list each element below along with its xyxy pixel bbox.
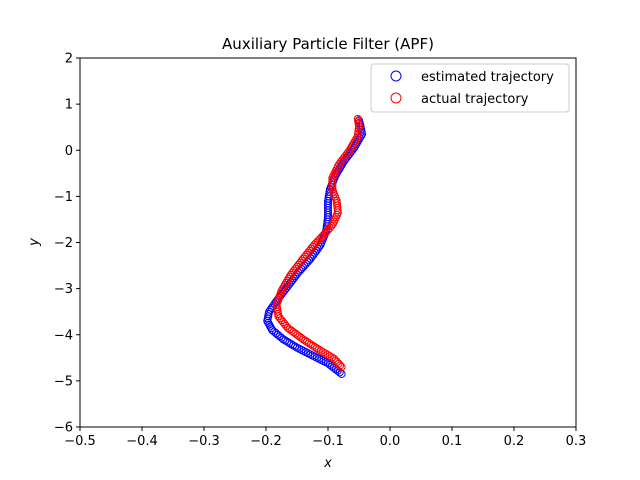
data-point — [291, 342, 300, 351]
data-point — [352, 134, 361, 143]
data-point — [282, 278, 291, 287]
data-point — [351, 141, 360, 150]
y-tick-label: −2 — [54, 236, 73, 251]
data-point — [312, 344, 321, 353]
data-point — [350, 138, 359, 147]
data-point — [352, 139, 361, 148]
data-point — [351, 136, 360, 145]
y-tick-label: −6 — [54, 421, 73, 436]
data-point — [353, 138, 362, 147]
data-point — [283, 276, 292, 285]
data-point — [289, 341, 298, 350]
x-tick-label: −0.3 — [188, 434, 220, 449]
data-point — [280, 280, 289, 289]
data-point — [314, 345, 323, 354]
legend-marker-actual — [390, 92, 402, 104]
x-tick-label: 0.2 — [504, 434, 525, 449]
x-tick-label: −0.2 — [250, 434, 282, 449]
data-point — [325, 352, 334, 361]
y-tick-label: −5 — [54, 374, 73, 389]
x-tick-label: 0.3 — [566, 434, 587, 449]
data-point — [349, 140, 358, 149]
data-point — [336, 158, 345, 167]
data-point — [346, 144, 355, 153]
data-point — [323, 350, 332, 359]
data-point — [319, 348, 328, 357]
x-axis-label: x — [323, 456, 332, 471]
legend: estimated trajectory actual trajectory — [370, 63, 570, 113]
y-axis-label: y — [27, 238, 42, 247]
legend-label-estimated: estimated trajectory — [421, 70, 554, 85]
data-point — [279, 282, 288, 291]
data-point — [337, 363, 346, 372]
data-point — [353, 132, 362, 141]
data-point — [278, 284, 287, 293]
y-tick-label: 1 — [65, 98, 73, 113]
x-tick-label: −0.5 — [64, 434, 96, 449]
data-point — [285, 338, 294, 347]
data-point — [288, 268, 297, 277]
x-tick-label: −0.1 — [312, 434, 344, 449]
y-tick-label: −4 — [54, 328, 73, 343]
data-point — [354, 124, 363, 133]
data-point — [355, 122, 363, 131]
y-tick-label: 2 — [65, 52, 73, 67]
data-point — [284, 274, 293, 283]
chart-title: Auxiliary Particle Filter (APF) — [222, 35, 434, 53]
data-point — [286, 270, 295, 279]
y-tick-label: 0 — [65, 144, 73, 159]
data-point — [283, 337, 292, 346]
legend-marker-estimated — [390, 70, 402, 82]
data-point — [279, 335, 288, 344]
data-point — [316, 346, 325, 355]
y-tick-label: −1 — [54, 190, 73, 205]
plot-area — [263, 114, 367, 378]
x-axis: −0.5 −0.4 −0.3 −0.2 −0.1 0.0 0.1 0.2 0.3 — [64, 427, 586, 449]
legend-label-actual: actual trajectory — [421, 92, 529, 107]
data-point — [341, 155, 350, 164]
y-tick-label: −3 — [54, 282, 73, 297]
x-tick-label: 0.0 — [380, 434, 401, 449]
data-point — [321, 349, 330, 358]
data-point — [336, 361, 345, 370]
y-axis: −6 −5 −4 −3 −2 −1 0 1 2 — [54, 52, 80, 436]
data-point — [285, 272, 294, 281]
data-point — [287, 340, 296, 349]
series-actual — [272, 114, 363, 372]
data-point — [339, 157, 348, 166]
data-point — [281, 336, 290, 345]
x-tick-label: −0.4 — [126, 434, 158, 449]
data-point — [338, 159, 347, 168]
data-point — [348, 142, 356, 151]
legend-box — [370, 63, 570, 113]
x-tick-label: 0.1 — [442, 434, 463, 449]
data-point — [354, 136, 363, 145]
